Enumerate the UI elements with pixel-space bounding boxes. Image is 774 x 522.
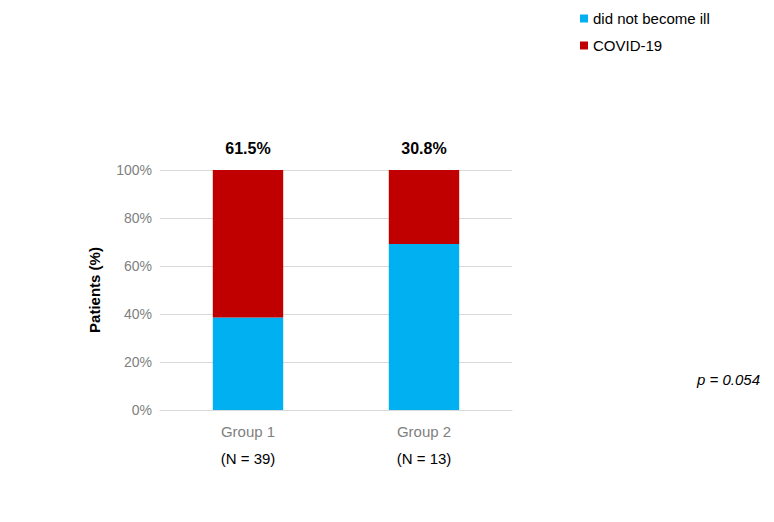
svg-text:Patients (%): Patients (%) xyxy=(86,247,103,333)
svg-text:20%: 20% xyxy=(124,354,152,370)
svg-text:did not become ill: did not become ill xyxy=(593,10,710,27)
svg-text:60%: 60% xyxy=(124,258,152,274)
svg-text:80%: 80% xyxy=(124,210,152,226)
svg-text:Group 1: Group 1 xyxy=(221,423,275,440)
svg-text:61.5%: 61.5% xyxy=(225,140,270,157)
svg-text:40%: 40% xyxy=(124,306,152,322)
svg-text:(N = 13): (N = 13) xyxy=(397,450,452,467)
svg-text:100%: 100% xyxy=(116,162,152,178)
svg-text:0%: 0% xyxy=(132,402,152,418)
svg-text:p = 0.054: p = 0.054 xyxy=(696,371,760,388)
svg-text:COVID-19: COVID-19 xyxy=(593,37,662,54)
svg-text:(N = 39): (N = 39) xyxy=(221,450,276,467)
svg-text:30.8%: 30.8% xyxy=(401,140,446,157)
svg-text:Group 2: Group 2 xyxy=(397,423,451,440)
